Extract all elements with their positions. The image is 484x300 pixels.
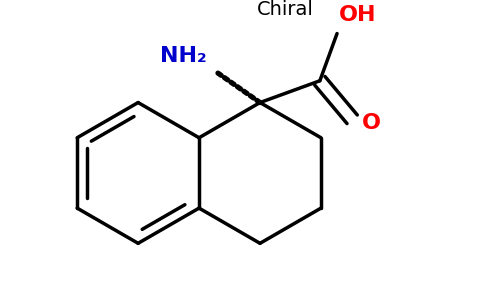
Text: O: O xyxy=(362,112,381,133)
Text: OH: OH xyxy=(339,5,376,25)
Text: Chiral: Chiral xyxy=(257,0,314,19)
Text: NH₂: NH₂ xyxy=(160,46,206,66)
